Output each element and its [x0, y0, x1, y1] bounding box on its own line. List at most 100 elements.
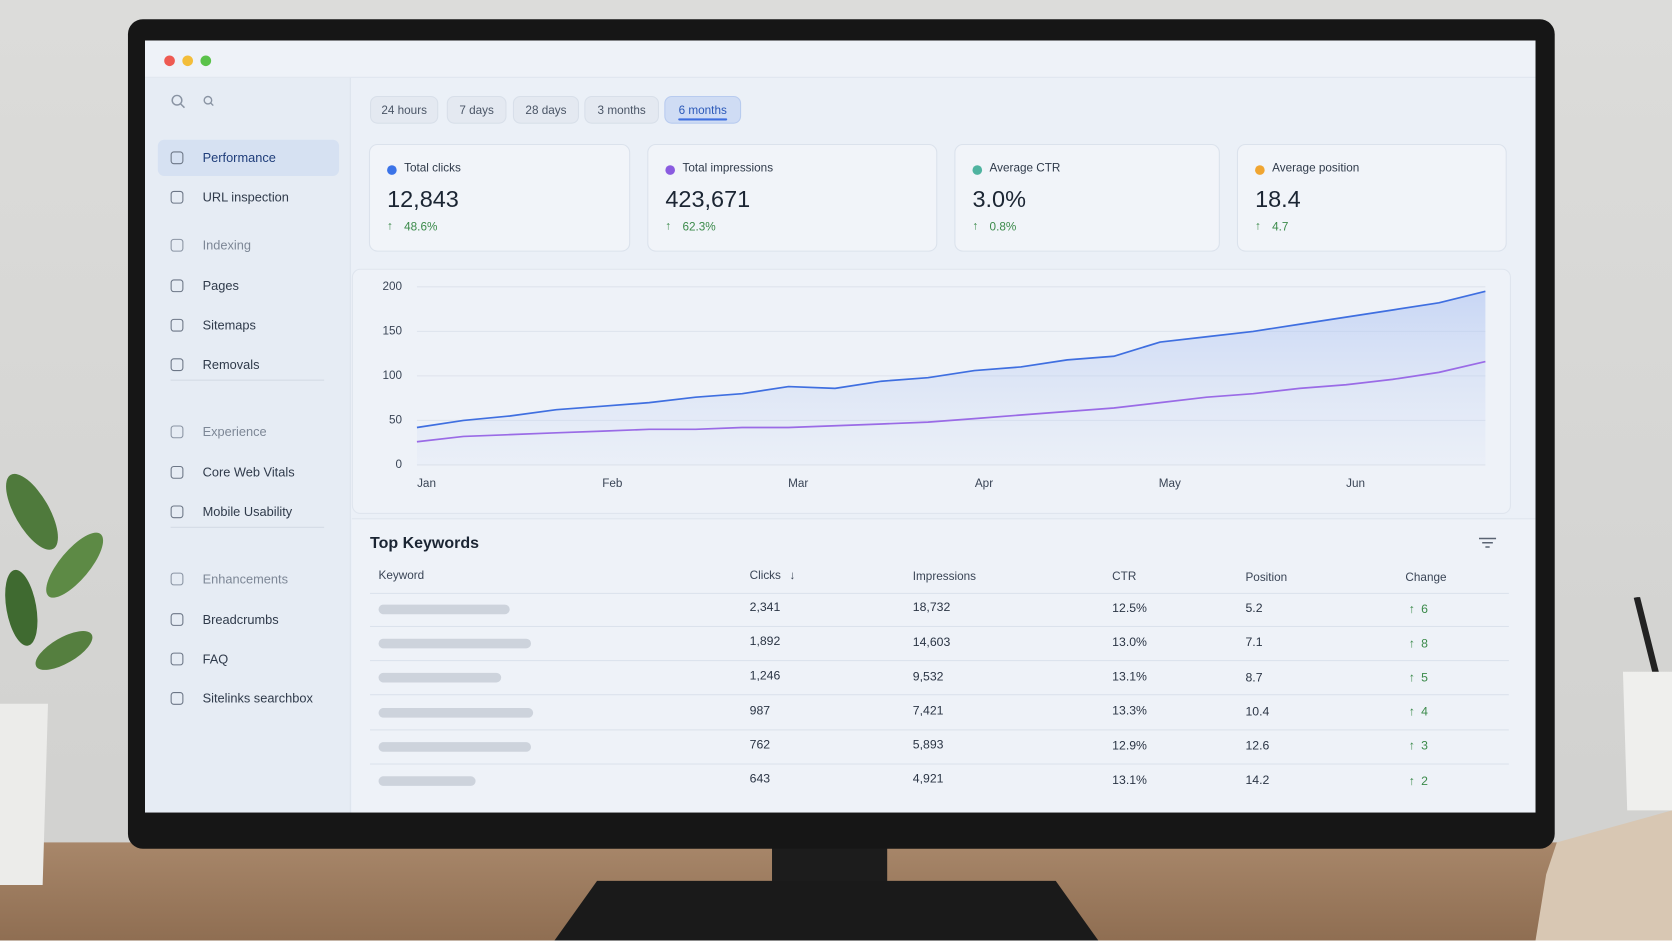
nav-item[interactable]: FAQ — [158, 641, 339, 677]
nav-icon — [170, 652, 184, 666]
change-arrow: ↑ — [1408, 637, 1415, 651]
metric-value: 423,671 — [665, 185, 751, 213]
section-header: Experience — [158, 414, 339, 450]
change-value: 5 — [1421, 671, 1428, 685]
nav-icon — [170, 151, 184, 165]
metric-card: Total impressions 423,671 ↑ 62.3% — [647, 143, 938, 252]
table-cell: 7.1 — [1245, 637, 1263, 650]
metric-value: 12,843 — [387, 185, 459, 213]
keyword-placeholder — [378, 638, 532, 649]
change-arrow: ↑ — [972, 219, 979, 233]
change-value: 6 — [1421, 603, 1428, 616]
metric-dot — [972, 165, 983, 175]
close-button[interactable] — [164, 55, 175, 67]
sort-arrow: ↓ — [789, 569, 796, 583]
change-value: 8 — [1421, 637, 1428, 651]
metric-change: 4.7 — [1272, 220, 1289, 234]
area-fill — [416, 291, 1486, 465]
column-header[interactable]: Impressions — [912, 570, 977, 584]
y-tick-label: 200 — [382, 280, 402, 293]
change-cell: ↑ 8 — [1409, 637, 1428, 650]
table-cell: 10.4 — [1245, 705, 1270, 719]
series-line — [416, 290, 1486, 429]
metric-value: 3.0% — [972, 185, 1026, 213]
y-tick-label: 0 — [395, 458, 402, 471]
table-cell: 5.2 — [1245, 602, 1263, 616]
nav-item[interactable]: Pages — [158, 268, 339, 304]
metric-change: 62.3% — [682, 220, 716, 234]
metric-label: Total impressions — [682, 162, 774, 175]
change-cell: ↑ 6 — [1409, 603, 1428, 616]
nav-icon — [170, 505, 184, 519]
time-tab[interactable]: 7 days — [446, 95, 507, 124]
search-icons[interactable] — [171, 94, 235, 111]
change-arrow: ↑ — [1408, 706, 1415, 719]
time-tab[interactable]: 3 months — [584, 95, 659, 124]
row-line — [370, 660, 1509, 662]
nav-item[interactable]: Core Web Vitals — [158, 454, 339, 490]
divider — [170, 526, 325, 528]
nav-icon — [170, 358, 184, 372]
column-header[interactable]: Keyword — [378, 569, 425, 583]
time-tab[interactable]: 28 days — [512, 95, 580, 124]
keyword-placeholder — [378, 604, 510, 615]
change-arrow: ↑ — [1408, 740, 1415, 754]
nav-item[interactable]: Sitelinks searchbox — [158, 680, 339, 716]
keyword-placeholder — [378, 776, 476, 786]
table-cell: 8.7 — [1245, 671, 1263, 685]
metric-card: Average position 18.4 ↑ 4.7 — [1236, 143, 1507, 252]
nav-item[interactable]: Sitemaps — [158, 307, 339, 343]
nav-icon — [170, 190, 184, 204]
chart-panel: 0 50 100 150 200 Jan Feb Mar Apr May Jun — [351, 268, 1511, 514]
maximize-button[interactable] — [200, 55, 212, 67]
table-panel — [351, 518, 1536, 813]
metric-card: Total clicks 12,843 ↑ 48.6% — [368, 143, 631, 252]
keyword-placeholder — [378, 741, 532, 752]
column-header[interactable]: CTR — [1112, 570, 1137, 584]
keyword-placeholder — [378, 707, 534, 718]
nav-item[interactable]: URL inspection — [158, 179, 339, 215]
change-value: 2 — [1421, 774, 1428, 788]
column-header[interactable]: Change — [1405, 571, 1447, 585]
time-tab[interactable]: 24 hours — [370, 95, 439, 124]
filter-icon[interactable] — [1478, 536, 1497, 551]
table-cell: 762 — [749, 738, 771, 752]
metric-dot — [1255, 165, 1265, 175]
change-cell: ↑ 4 — [1409, 706, 1428, 719]
change-arrow: ↑ — [387, 219, 393, 233]
nav-icon — [170, 465, 184, 479]
row-line — [370, 763, 1509, 765]
y-tick-label: 100 — [382, 369, 402, 382]
change-cell: ↑ 2 — [1409, 775, 1428, 788]
nav-item[interactable]: Breadcrumbs — [158, 601, 339, 637]
change-arrow: ↑ — [1408, 603, 1415, 616]
column-header[interactable]: Clicks ↓ — [749, 569, 796, 583]
line-chart: 0 50 100 150 200 Jan Feb Mar Apr May Jun — [382, 280, 1486, 490]
divider — [170, 379, 325, 381]
section-header: Enhancements — [158, 561, 339, 597]
y-tick-label: 50 — [389, 413, 403, 426]
table-cell: 987 — [749, 704, 771, 718]
metric-label: Average position — [1272, 162, 1360, 175]
nav-item[interactable]: Removals — [158, 347, 339, 383]
metric-label: Total clicks — [404, 162, 461, 175]
table-cell: 1,246 — [749, 670, 781, 683]
nav-icon — [170, 279, 184, 293]
metric-change: 0.8% — [989, 220, 1017, 234]
change-arrow: ↑ — [1408, 671, 1415, 685]
table-title: Top Keywords — [370, 534, 480, 553]
column-header[interactable]: Position — [1245, 571, 1288, 584]
time-tab[interactable]: 6 months — [664, 95, 742, 124]
table-cell: 14,603 — [912, 636, 951, 649]
nav-item[interactable]: Performance — [157, 139, 340, 176]
metric-dot — [665, 165, 675, 175]
change-arrow: ↑ — [1255, 219, 1261, 233]
nav-item[interactable]: Mobile Usability — [158, 494, 339, 530]
minimize-button[interactable] — [182, 55, 194, 67]
keyword-placeholder — [378, 673, 502, 683]
x-tick-label: Mar — [788, 477, 808, 490]
x-tick-label: Apr — [975, 477, 993, 490]
table-cell: 643 — [749, 773, 771, 786]
